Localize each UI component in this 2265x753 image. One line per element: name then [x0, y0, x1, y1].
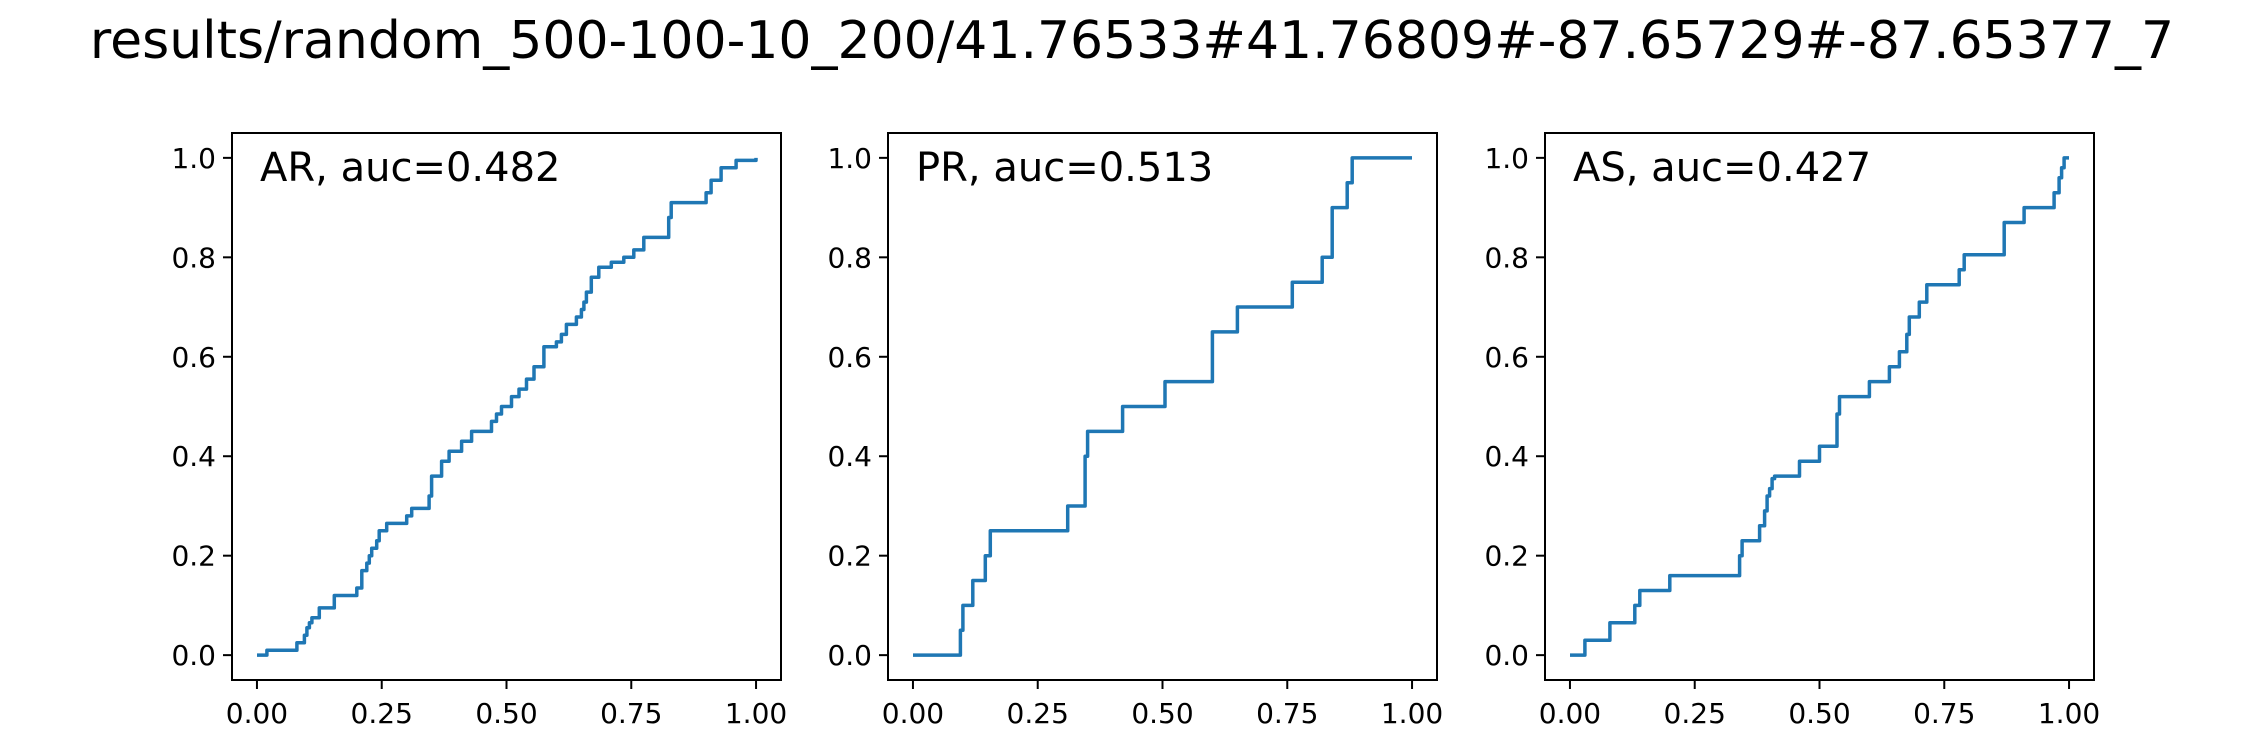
y-tick-label: 1.0 — [827, 142, 872, 175]
y-tick-label: 0.6 — [827, 341, 872, 374]
y-tick-label: 1.0 — [171, 142, 216, 175]
y-tick-label: 0.0 — [171, 639, 216, 672]
series-line-1 — [913, 156, 1412, 657]
y-tick-label: 0.6 — [171, 341, 216, 374]
y-tick-label: 1.0 — [1484, 142, 1529, 175]
x-tick-label: 0.50 — [1131, 697, 1193, 730]
x-tick-label: 0.25 — [351, 697, 413, 730]
subplot-2: 0.00 0.25 0.50 0.75 1.00 0.0 0.2 0.4 0.6 0.8 1.0 PR… — [827, 132, 1443, 730]
y-tick-label: 0.8 — [827, 241, 872, 274]
figure-title: results/random_500-100-10_200/41.76533#4… — [90, 11, 2174, 71]
y-tick-label: 0.4 — [1484, 440, 1529, 473]
subplot-3: 0.00 0.25 0.50 0.75 1.00 0.0 0.2 0.4 0.6 0.8 1.0 AS… — [1484, 132, 2100, 730]
series-line-1 — [1570, 156, 2069, 657]
x-tick-label: 0.25 — [1007, 697, 1069, 730]
x-tick-label: 0.50 — [475, 697, 537, 730]
y-tick-label: 0.0 — [827, 639, 872, 672]
subplot-grid: 0.00 0.25 0.50 0.75 1.00 0.0 0.2 0.4 0.6 0.8 1.0 AR… — [171, 132, 2100, 730]
panel-label: AS, auc=0.427 — [1573, 145, 1871, 191]
x-tick-label: 1.00 — [1381, 697, 1443, 730]
y-tick-label: 0.2 — [1484, 540, 1529, 573]
x-tick-label: 0.00 — [1539, 697, 1601, 730]
y-tick-label: 0.8 — [1484, 241, 1529, 274]
subplot-1: 0.00 0.25 0.50 0.75 1.00 0.0 0.2 0.4 0.6 0.8 1.0 AR… — [171, 132, 787, 730]
y-tick-label: 0.8 — [171, 241, 216, 274]
x-tick-label: 0.75 — [600, 697, 662, 730]
series-line-1 — [257, 157, 758, 657]
x-tick-label: 0.00 — [882, 697, 944, 730]
y-tick-label: 0.4 — [827, 440, 872, 473]
x-tick-label: 0.75 — [1913, 697, 1975, 730]
y-tick-label: 0.4 — [171, 440, 216, 473]
x-tick-label: 1.00 — [2038, 697, 2100, 730]
y-tick-label: 0.6 — [1484, 341, 1529, 374]
y-tick-label: 0.2 — [827, 540, 872, 573]
x-tick-label: 0.00 — [226, 697, 288, 730]
x-tick-label: 0.50 — [1788, 697, 1850, 730]
x-tick-label: 0.75 — [1256, 697, 1318, 730]
y-tick-label: 0.2 — [171, 540, 216, 573]
y-tick-label: 0.0 — [1484, 639, 1529, 672]
x-tick-label: 1.00 — [725, 697, 787, 730]
panel-label: PR, auc=0.513 — [916, 145, 1213, 191]
x-tick-label: 0.25 — [1664, 697, 1726, 730]
panel-label: AR, auc=0.482 — [260, 145, 560, 191]
